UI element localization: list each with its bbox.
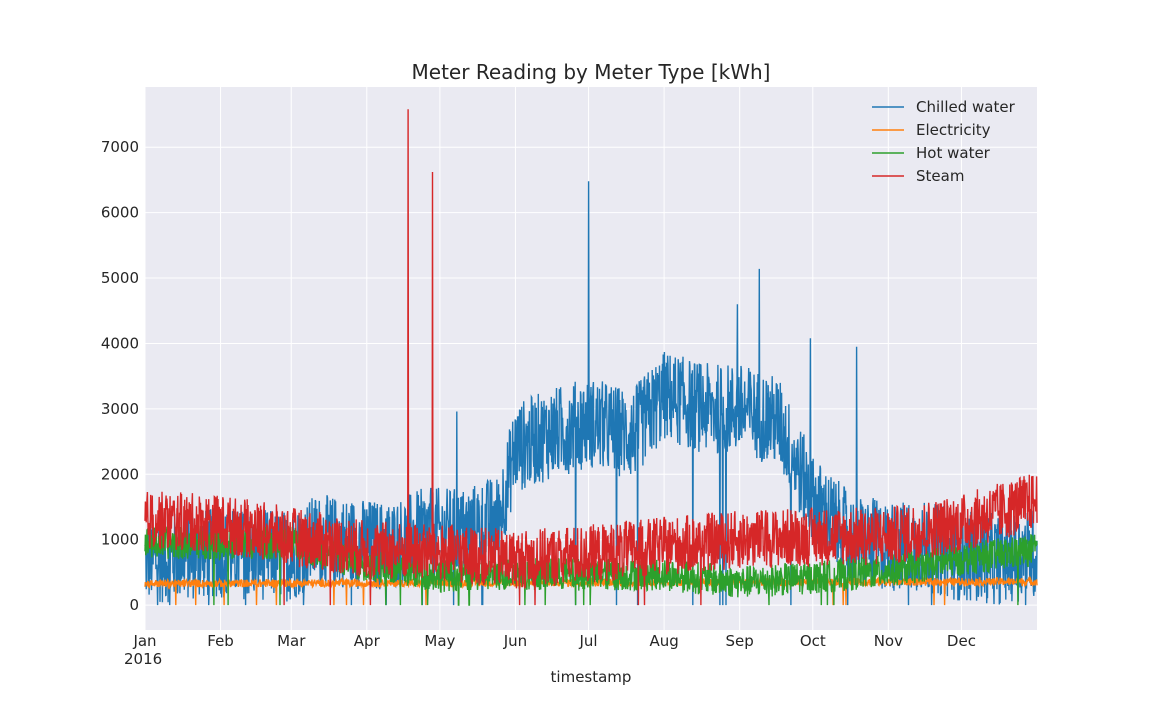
x-axis: Jan Feb Mar Apr May Jun Jul Aug Sep Oct Nov Dec: [132, 632, 976, 650]
x-tick-label: Nov: [874, 632, 903, 650]
y-tick-label: 1000: [101, 531, 139, 549]
x-tick-label: Apr: [354, 632, 381, 650]
legend-label: Chilled water: [916, 98, 1016, 116]
y-tick-label: 3000: [101, 400, 139, 418]
x-tick-label: Oct: [800, 632, 826, 650]
x-tick-label: Jun: [503, 632, 527, 650]
legend: Chilled water Electricity Hot water Steam: [872, 98, 1016, 185]
x-tick-label: Jul: [579, 632, 598, 650]
legend-label: Electricity: [916, 121, 991, 139]
x-tick-label: May: [424, 632, 455, 650]
legend-label: Steam: [916, 167, 964, 185]
x-tick-label: Feb: [207, 632, 234, 650]
y-tick-label: 6000: [101, 204, 139, 222]
series-line-steam: [144, 109, 1038, 606]
x-tick-label: Sep: [726, 632, 754, 650]
series-lines: [144, 109, 1038, 606]
legend-label: Hot water: [916, 144, 991, 162]
x-axis-label: timestamp: [551, 668, 632, 686]
y-tick-label: 7000: [101, 138, 139, 156]
x-tick-label: Jan: [132, 632, 156, 650]
y-tick-label: 4000: [101, 334, 139, 352]
x-axis-year-label: 2016: [124, 650, 162, 668]
y-tick-label: 0: [129, 596, 139, 614]
x-tick-label: Aug: [649, 632, 678, 650]
y-axis: 0 1000 2000 3000 4000 5000 6000 7000: [101, 138, 139, 614]
x-tick-label: Dec: [947, 632, 976, 650]
x-tick-label: Mar: [277, 632, 306, 650]
y-tick-label: 5000: [101, 269, 139, 287]
y-tick-label: 2000: [101, 465, 139, 483]
chart-title: Meter Reading by Meter Type [kWh]: [412, 60, 771, 84]
